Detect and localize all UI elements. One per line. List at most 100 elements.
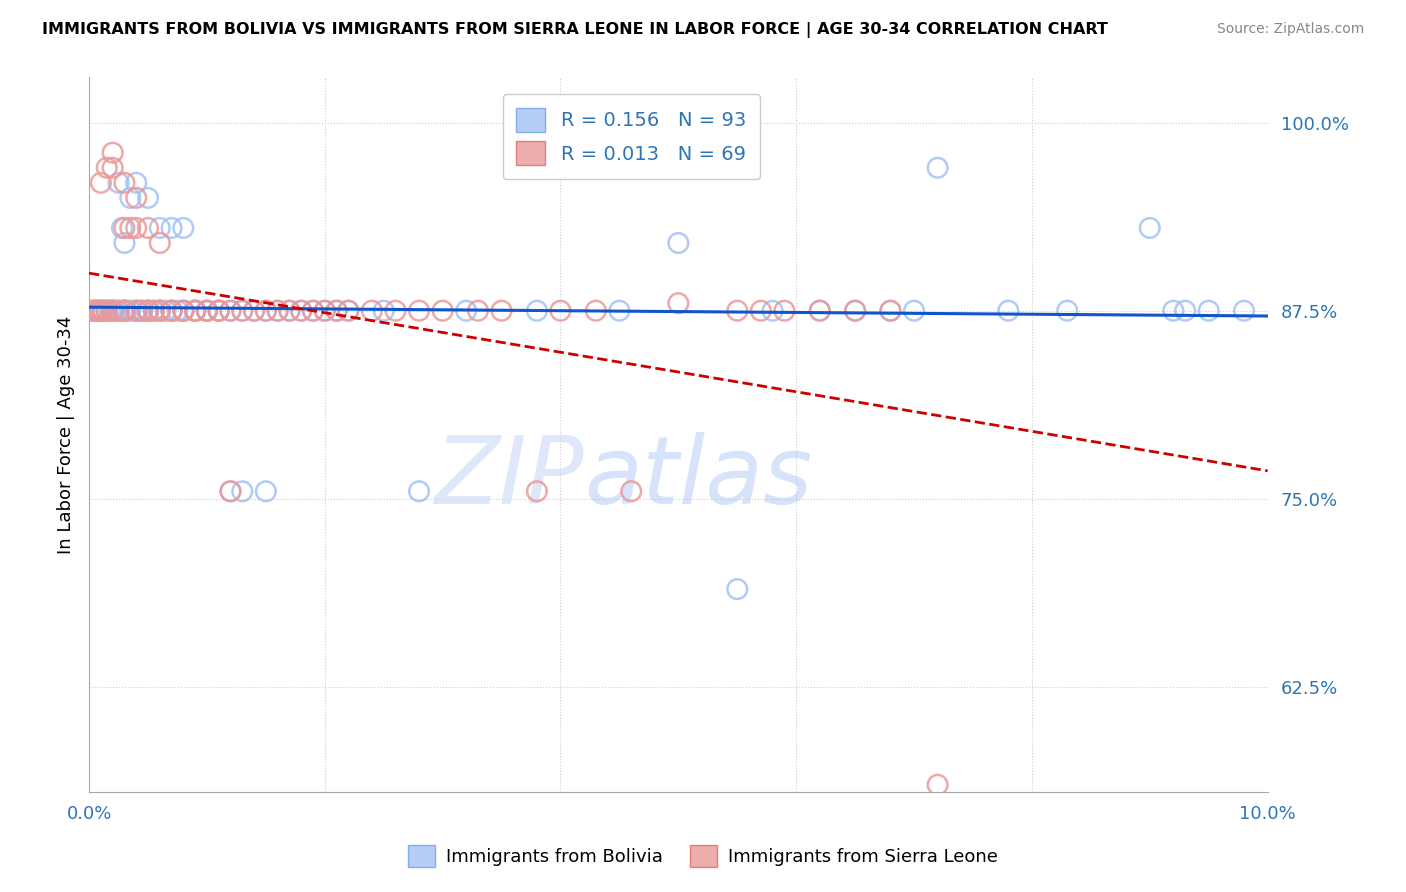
Point [112,303,135,318]
Point [208,303,231,318]
Point [254,484,277,499]
Point [96,303,118,318]
Point [136,303,159,318]
Point [101,145,124,160]
Point [101,303,124,318]
Point [87,303,110,318]
Point [149,303,172,318]
Point [120,221,142,235]
Point [725,303,748,318]
Point [243,303,266,318]
Point [131,303,153,318]
Point [90,303,112,318]
Point [1174,303,1197,318]
Point [231,303,253,318]
Point [302,303,325,318]
Point [373,303,395,318]
Point [1163,303,1185,318]
Point [101,303,124,318]
Point [491,303,513,318]
Point [136,303,159,318]
Point [112,303,135,318]
Point [184,303,207,318]
Point [219,303,242,318]
Point [1233,303,1256,318]
Point [550,303,572,318]
Point [96,303,118,318]
Point [101,303,124,318]
Point [98,303,121,318]
Point [609,303,631,318]
Point [195,303,218,318]
Point [1139,221,1161,235]
Point [149,303,172,318]
Legend: Immigrants from Bolivia, Immigrants from Sierra Leone: Immigrants from Bolivia, Immigrants from… [401,838,1005,874]
Point [290,303,312,318]
Point [149,303,172,318]
Point [666,296,689,310]
Point [125,191,148,205]
Point [314,303,336,318]
Point [87,303,110,318]
Text: IMMIGRANTS FROM BOLIVIA VS IMMIGRANTS FROM SIERRA LEONE IN LABOR FORCE | AGE 30-: IMMIGRANTS FROM BOLIVIA VS IMMIGRANTS FR… [42,22,1108,38]
Point [101,303,124,318]
Point [927,778,949,792]
Point [115,303,138,318]
Point [91,303,114,318]
Point [160,303,183,318]
Point [91,303,114,318]
Point [160,303,183,318]
Point [112,303,135,318]
Point [112,176,135,190]
Text: atlas: atlas [583,433,813,524]
Point [160,221,183,235]
Point [120,191,142,205]
Point [125,221,148,235]
Point [136,191,159,205]
Point [184,303,207,318]
Point [208,303,231,318]
Point [120,303,142,318]
Point [844,303,866,318]
Point [266,303,288,318]
Point [172,303,194,318]
Point [456,303,478,318]
Point [160,303,183,318]
Point [90,303,112,318]
Point [1198,303,1220,318]
Point [808,303,831,318]
Point [254,303,277,318]
Point [90,176,112,190]
Point [172,303,194,318]
Point [149,303,172,318]
Point [125,303,148,318]
Point [337,303,360,318]
Point [585,303,607,318]
Point [195,303,218,318]
Point [997,303,1019,318]
Point [107,176,129,190]
Point [314,303,336,318]
Point [879,303,901,318]
Point [620,484,643,499]
Point [142,303,165,318]
Point [243,303,266,318]
Point [136,303,159,318]
Point [325,303,347,318]
Point [172,221,194,235]
Point [160,303,183,318]
Point [526,484,548,499]
Point [172,303,194,318]
Point [844,303,866,318]
Legend: R = 0.156   N = 93, R = 0.013   N = 69: R = 0.156 N = 93, R = 0.013 N = 69 [502,95,759,178]
Point [808,303,831,318]
Point [219,484,242,499]
Point [83,303,105,318]
Point [101,161,124,175]
Point [104,303,127,318]
Point [184,303,207,318]
Point [96,161,118,175]
Point [762,303,785,318]
Point [526,303,548,318]
Text: ZIP: ZIP [434,433,583,524]
